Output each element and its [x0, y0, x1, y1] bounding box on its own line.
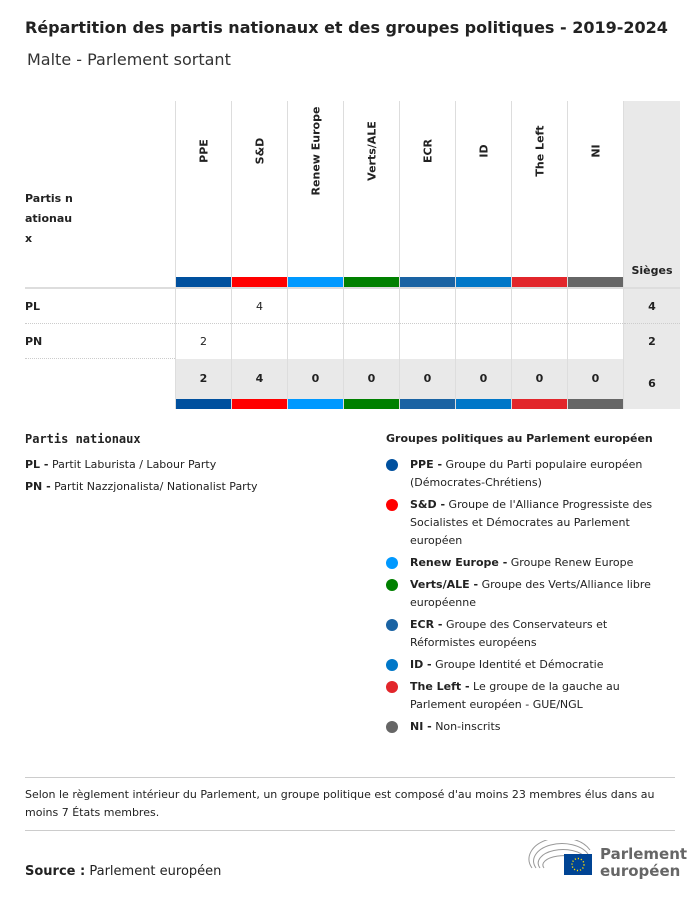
seats-header: Sièges	[623, 101, 680, 289]
group-color-bar	[456, 277, 511, 287]
group-color-bar	[456, 399, 511, 409]
group-header: Renew Europe	[287, 101, 344, 289]
group-legend-item: ID - Groupe Identité et Démocratie	[410, 658, 604, 671]
legend-item-pn: PN - Partit Nazzjonalista/ Nationalist P…	[25, 480, 258, 493]
seats-table: Partis nationaux PPE S&D Renew Europe Verts…	[25, 101, 680, 409]
seat-cell: 4	[231, 287, 288, 324]
national-legend: PL - Partit Laburista / Labour Party PN …	[25, 456, 258, 496]
group-header: S&D	[231, 101, 288, 289]
seat-cell	[231, 323, 288, 359]
group-legend-item: PPE - Groupe du Parti populaire européen…	[410, 458, 643, 489]
group-legend-item: The Left - Le groupe de la gauche au Par…	[410, 680, 620, 711]
group-header: The Left	[511, 101, 568, 289]
group-legend-item: NI - Non-inscrits	[410, 720, 501, 733]
group-name: Renew Europe	[309, 106, 322, 196]
seat-cell	[455, 323, 512, 359]
party-label: PN	[25, 323, 176, 359]
row-seats: 4	[623, 287, 680, 324]
group-color-bar	[232, 277, 287, 287]
group-color-bar	[568, 399, 623, 409]
group-header: PPE	[175, 101, 232, 289]
national-legend-title: Partis nationaux	[25, 432, 141, 446]
seat-cell	[511, 287, 568, 324]
group-color-bar	[512, 399, 567, 409]
group-total: 2	[175, 358, 232, 409]
group-color-bar	[512, 277, 567, 287]
ep-logo: Parlement européen	[528, 837, 687, 880]
group-legend-title: Groupes politiques au Parlement européen	[386, 432, 653, 445]
divider	[25, 830, 675, 831]
seat-cell	[399, 287, 456, 324]
group-color-dot-icon	[386, 681, 398, 693]
group-color-dot-icon	[386, 721, 398, 733]
group-total: 0	[399, 358, 456, 409]
note: Selon le règlement intérieur du Parlemen…	[25, 788, 655, 819]
seat-cell	[343, 287, 400, 324]
group-header: ECR	[399, 101, 456, 289]
group-color-dot-icon	[386, 659, 398, 671]
seat-cell	[399, 323, 456, 359]
seat-cell	[455, 287, 512, 324]
hemicycle-logo-icon	[528, 837, 592, 875]
group-legend-item: Verts/ALE - Groupe des Verts/Alliance li…	[410, 578, 651, 609]
seat-cell: 2	[175, 323, 232, 359]
group-name: S&D	[253, 137, 266, 165]
seat-cell	[567, 287, 624, 324]
group-color-dot-icon	[386, 557, 398, 569]
seat-cell	[287, 323, 344, 359]
seat-cell	[287, 287, 344, 324]
page-title: Répartition des partis nationaux et des …	[25, 18, 668, 37]
group-color-bar	[288, 277, 343, 287]
source: Source : Parlement européen	[25, 864, 222, 879]
group-name: The Left	[533, 125, 546, 177]
group-header: Verts/ALE	[343, 101, 400, 289]
group-name: Verts/ALE	[365, 121, 378, 181]
seat-cell	[343, 323, 400, 359]
subtitle: Malte - Parlement sortant	[27, 50, 231, 69]
group-color-dot-icon	[386, 459, 398, 471]
seat-cell	[175, 287, 232, 324]
group-color-bar	[400, 399, 455, 409]
group-name: ECR	[421, 138, 434, 164]
group-name: NI	[589, 144, 602, 158]
group-header: NI	[567, 101, 624, 289]
group-color-dot-icon	[386, 619, 398, 631]
group-color-bar	[344, 277, 399, 287]
group-name: PPE	[197, 139, 210, 163]
seat-cell	[567, 323, 624, 359]
group-color-bar	[176, 399, 231, 409]
group-color-bar	[288, 399, 343, 409]
group-color-bar	[176, 277, 231, 287]
legend-item-pl: PL - Partit Laburista / Labour Party	[25, 458, 217, 471]
group-legend-item: ECR - Groupe des Conservateurs et Réform…	[410, 618, 608, 649]
group-total: 0	[567, 358, 624, 409]
group-legend-item: S&D - Groupe de l'Alliance Progressiste …	[410, 498, 653, 547]
group-color-bar	[400, 277, 455, 287]
group-color-bar	[344, 399, 399, 409]
group-color-dot-icon	[386, 499, 398, 511]
group-total: 4	[231, 358, 288, 409]
group-total: 0	[511, 358, 568, 409]
party-label: PL	[25, 287, 176, 324]
divider	[25, 777, 675, 778]
row-seats: 2	[623, 323, 680, 359]
group-total: 0	[455, 358, 512, 409]
total-seats: 6	[623, 358, 680, 409]
group-color-dot-icon	[386, 579, 398, 591]
group-total: 0	[343, 358, 400, 409]
group-color-bar	[232, 399, 287, 409]
group-total: 0	[287, 358, 344, 409]
group-legend-item: Renew Europe - Groupe Renew Europe	[410, 556, 634, 569]
group-color-bar	[568, 277, 623, 287]
group-header: ID	[455, 101, 512, 289]
group-name: ID	[477, 144, 490, 158]
row-header: Partis nationaux	[25, 101, 176, 289]
seat-cell	[511, 323, 568, 359]
